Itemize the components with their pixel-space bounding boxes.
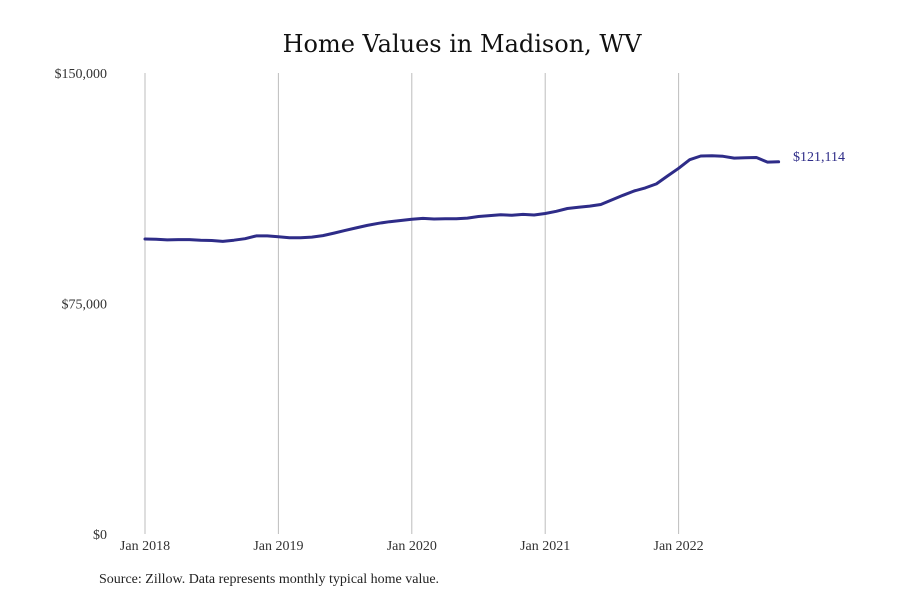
y-tick-label-1: $75,000 [62,298,108,313]
y-axis-tick-labels: $0 $75,000 $150,000 [55,67,108,543]
x-tick-label-2: Jan 2020 [387,539,437,554]
x-tick-label-4: Jan 2022 [654,539,704,554]
source-note: Source: Zillow. Data represents monthly … [99,572,440,587]
x-axis-tick-labels: Jan 2018 Jan 2019 Jan 2020 Jan 2021 Jan 2022 [120,539,704,554]
vertical-gridlines [144,73,680,534]
chart-title: Home Values in Madison, WV [283,30,643,58]
home-value-line [143,154,781,243]
x-tick-label-0: Jan 2018 [120,539,170,554]
y-tick-label-0: $0 [93,528,107,543]
x-tick-label-3: Jan 2021 [520,539,570,554]
y-tick-label-2: $150,000 [55,67,108,82]
x-tick-label-1: Jan 2019 [253,539,303,554]
latest-value-label: $121,114 [793,150,845,165]
